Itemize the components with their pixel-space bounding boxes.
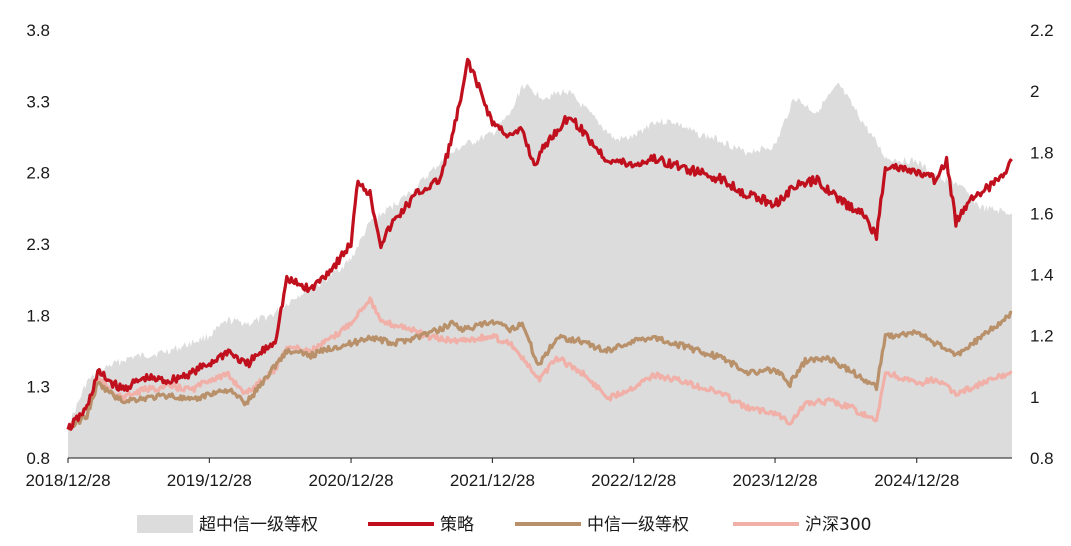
y-right-tick-label: 1.8 [1030,143,1054,162]
y-right-ticks: 2.2 2 1.8 1.6 1.4 1.2 1 0.8 [1030,21,1054,468]
y-right-tick-label: 1.2 [1030,327,1054,346]
legend: 超中信一级等权 策略 中信一级等权 沪深300 [137,515,871,535]
y-left-tick-label: 3.3 [26,92,50,111]
series-line-3 [67,296,1013,431]
legend-label: 中信一级等权 [587,515,689,535]
x-tick-label: 2019/12/28 [167,471,252,490]
y-left-tick-label: 2.3 [26,235,50,254]
area-layer [68,82,1012,459]
x-ticks: 2018/12/28 2019/12/28 2020/12/28 2021/12/28… [25,458,959,490]
x-tick-label: 2018/12/28 [25,471,110,490]
legend-label: 策略 [440,515,474,535]
series-area-0 [68,82,1012,459]
legend-label: 超中信一级等权 [199,515,318,535]
y-left-tick-label: 2.8 [26,164,50,183]
x-tick-label: 2023/12/28 [732,471,817,490]
y-left-tick-label: 1.3 [26,378,50,397]
y-left-ticks: 3.8 3.3 2.8 2.3 1.8 1.3 0.8 [26,21,50,468]
x-tick-label: 2021/12/28 [450,471,535,490]
y-right-tick-label: 1 [1030,388,1039,407]
series-line-2 [66,310,1013,431]
series-line-1 [66,57,1013,431]
y-right-tick-label: 2 [1030,82,1039,101]
legend-label: 沪深300 [805,515,871,535]
x-tick-label: 2024/12/28 [874,471,959,490]
x-tick-label: 2022/12/28 [591,471,676,490]
y-right-tick-label: 2.2 [1030,21,1054,40]
y-right-tick-label: 0.8 [1030,449,1054,468]
y-left-tick-label: 1.8 [26,306,50,325]
legend-swatch [137,515,193,533]
y-left-tick-label: 0.8 [26,449,50,468]
y-right-tick-label: 1.6 [1030,204,1054,223]
y-left-tick-label: 3.8 [26,21,50,40]
line-layer [66,57,1013,431]
y-right-tick-label: 1.4 [1030,266,1054,285]
x-tick-label: 2020/12/28 [308,471,393,490]
